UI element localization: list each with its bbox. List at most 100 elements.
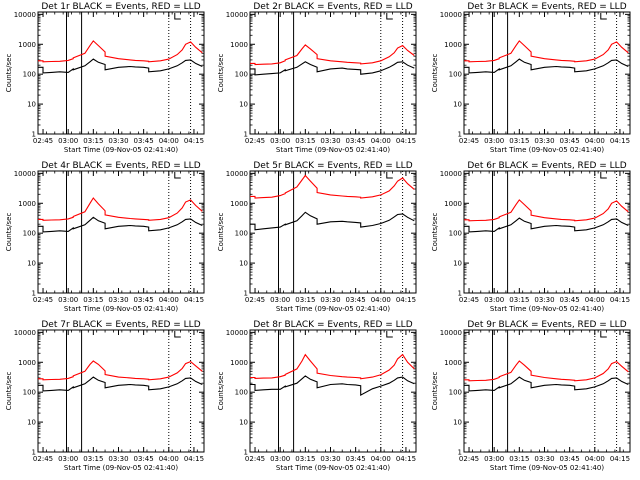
x-tick-label: 02:45	[459, 455, 479, 463]
x-tick-label: 02:45	[33, 137, 53, 145]
y-tick-label: 10	[239, 419, 248, 427]
y-tick-label: 1000	[18, 200, 36, 208]
plot-frame	[249, 11, 417, 135]
y-tick-label: 100	[23, 230, 36, 238]
y-tick-label: 1000	[444, 41, 462, 49]
x-tick-label: 04:15	[184, 296, 204, 304]
y-tick-label: 100	[235, 230, 248, 238]
x-tick-label: 03:00	[58, 137, 78, 145]
x-tick-label: 03:30	[108, 455, 128, 463]
y-tick-label: 1	[458, 290, 462, 298]
chart-title: Det 3r BLACK = Events, RED = LLD	[467, 2, 626, 12]
chart-title: Det 1r BLACK = Events, RED = LLD	[41, 2, 200, 12]
y-tick-label: 10	[453, 260, 462, 268]
series-line-events	[38, 376, 203, 392]
detector-panel-4: Det 4r BLACK = Events, RED = LLD Counts/s…	[5, 161, 205, 313]
chart-title: Det 9r BLACK = Events, RED = LLD	[467, 320, 626, 330]
y-tick-label: 10000	[440, 329, 462, 337]
series-line-events	[464, 217, 629, 233]
x-tick-label: 02:45	[459, 137, 479, 145]
series-line-lld	[38, 360, 203, 381]
y-tick-label: 1	[32, 449, 36, 457]
x-tick-label: 03:45	[560, 455, 580, 463]
y-axis-label: Counts/sec	[217, 54, 225, 93]
y-tick-label: 10	[27, 419, 36, 427]
chart-title: Det 7r BLACK = Events, RED = LLD	[41, 320, 200, 330]
y-axis-label: Counts/sec	[217, 213, 225, 252]
y-tick-label: 10	[27, 101, 36, 109]
chart-title: Det 4r BLACK = Events, RED = LLD	[41, 161, 200, 171]
x-axis-label: Start Time (09-Nov-05 02:41:40)	[276, 464, 390, 472]
y-tick-label: 1	[244, 290, 248, 298]
series-line-events	[250, 375, 415, 397]
y-tick-label: 10000	[226, 11, 248, 19]
y-axis-label: Counts/sec	[431, 213, 439, 252]
y-tick-label: 10000	[14, 11, 36, 19]
x-tick-label: 03:15	[509, 137, 529, 145]
x-tick-label: 04:00	[371, 296, 391, 304]
x-tick-label: 04:00	[585, 137, 605, 145]
y-tick-label: 10	[453, 101, 462, 109]
x-tick-label: 04:00	[371, 137, 391, 145]
series-line-lld	[464, 199, 629, 222]
x-axis-label: Start Time (09-Nov-05 02:41:40)	[64, 305, 178, 313]
y-tick-label: 1000	[230, 200, 248, 208]
x-tick-label: 03:45	[134, 296, 154, 304]
detector-panel-5: Det 5r BLACK = Events, RED = LLD Counts/s…	[217, 161, 417, 313]
y-tick-label: 1000	[444, 200, 462, 208]
series-line-events	[38, 216, 203, 233]
y-tick-label: 1000	[230, 359, 248, 367]
plot-frame	[249, 170, 417, 294]
detector-panel-1: Det 1r BLACK = Events, RED = LLD Counts/s…	[5, 2, 205, 154]
x-tick-label: 02:45	[245, 137, 265, 145]
x-tick-label: 03:45	[346, 296, 366, 304]
series-line-events	[464, 376, 629, 392]
y-tick-label: 100	[23, 71, 36, 79]
x-tick-label: 04:00	[585, 296, 605, 304]
chart-title: Det 2r BLACK = Events, RED = LLD	[253, 2, 412, 12]
x-tick-label: 04:00	[371, 455, 391, 463]
y-tick-label: 10	[239, 260, 248, 268]
x-tick-label: 03:00	[270, 137, 290, 145]
x-tick-label: 03:45	[134, 455, 154, 463]
x-tick-label: 04:00	[159, 137, 179, 145]
y-tick-label: 10000	[440, 170, 462, 178]
detector-panel-8: Det 8r BLACK = Events, RED = LLD Counts/s…	[217, 320, 417, 472]
y-tick-label: 100	[449, 389, 462, 397]
x-tick-label: 03:00	[58, 455, 78, 463]
y-tick-label: 100	[23, 389, 36, 397]
x-tick-label: 03:45	[346, 455, 366, 463]
series-line-lld	[464, 40, 629, 63]
y-axis-label: Counts/sec	[217, 372, 225, 411]
y-tick-label: 10000	[14, 329, 36, 337]
y-tick-label: 100	[235, 71, 248, 79]
bracket-mark	[174, 331, 181, 338]
y-tick-label: 10	[239, 101, 248, 109]
x-tick-label: 03:00	[484, 137, 504, 145]
plot-frame	[37, 170, 205, 294]
series-line-lld	[38, 197, 203, 221]
x-tick-label: 03:30	[534, 455, 554, 463]
series-line-lld	[38, 40, 203, 63]
plot-frame	[463, 329, 631, 453]
x-tick-label: 04:15	[396, 296, 416, 304]
x-tick-label: 03:45	[560, 296, 580, 304]
series-line-events	[250, 211, 415, 231]
y-tick-label: 1000	[230, 41, 248, 49]
y-tick-label: 1000	[18, 359, 36, 367]
y-tick-label: 10000	[14, 170, 36, 178]
series-line-events	[250, 61, 415, 76]
series-line-lld	[250, 44, 415, 66]
x-axis-label: Start Time (09-Nov-05 02:41:40)	[490, 146, 604, 154]
bracket-mark	[386, 13, 393, 20]
y-tick-label: 1000	[18, 41, 36, 49]
y-tick-label: 1000	[444, 359, 462, 367]
plot-frame	[463, 170, 631, 294]
x-tick-label: 03:00	[58, 296, 78, 304]
detector-panel-6: Det 6r BLACK = Events, RED = LLD Counts/s…	[431, 161, 631, 313]
y-tick-label: 100	[449, 230, 462, 238]
y-tick-label: 10000	[226, 329, 248, 337]
x-tick-label: 03:45	[346, 137, 366, 145]
x-tick-label: 03:30	[320, 296, 340, 304]
